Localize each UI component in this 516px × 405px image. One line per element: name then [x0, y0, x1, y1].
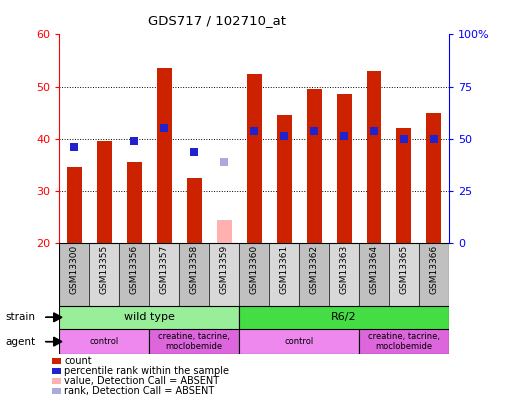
Text: creatine, tacrine,
moclobemide: creatine, tacrine, moclobemide	[368, 332, 440, 351]
Bar	[239, 306, 449, 329]
Text: control: control	[90, 337, 119, 346]
Text: percentile rank within the sample: percentile rank within the sample	[64, 366, 230, 376]
Bar	[307, 89, 321, 243]
Text: value, Detection Call = ABSENT: value, Detection Call = ABSENT	[64, 376, 220, 386]
Bar	[187, 178, 202, 243]
Bar	[59, 329, 149, 354]
Text: GSM13363: GSM13363	[340, 245, 348, 294]
Text: GSM13300: GSM13300	[70, 245, 79, 294]
Point	[130, 138, 138, 145]
Bar	[396, 128, 411, 243]
Text: GSM13361: GSM13361	[280, 245, 288, 294]
Bar	[239, 243, 269, 306]
Text: GSM13359: GSM13359	[220, 245, 229, 294]
Point	[190, 149, 198, 155]
Point	[70, 143, 78, 150]
Bar	[239, 329, 359, 354]
Bar	[389, 243, 419, 306]
Bar	[59, 306, 239, 329]
Bar	[149, 329, 239, 354]
Bar	[277, 115, 292, 243]
Point	[250, 128, 259, 134]
Text: count: count	[64, 356, 92, 366]
Bar	[157, 68, 172, 243]
Text: GSM13358: GSM13358	[190, 245, 199, 294]
Point	[280, 133, 288, 139]
Text: GSM13362: GSM13362	[310, 245, 318, 294]
Point	[340, 133, 348, 139]
Text: wild type: wild type	[124, 312, 175, 322]
Bar	[127, 162, 142, 243]
Bar	[209, 243, 239, 306]
Bar	[89, 243, 119, 306]
Bar	[179, 243, 209, 306]
Bar	[329, 243, 359, 306]
Bar	[97, 141, 112, 243]
Bar	[247, 74, 262, 243]
Text: GSM13366: GSM13366	[429, 245, 439, 294]
Point	[430, 135, 438, 142]
Bar	[119, 243, 149, 306]
Text: strain: strain	[5, 312, 35, 322]
Text: GDS717 / 102710_at: GDS717 / 102710_at	[148, 14, 286, 27]
Point	[160, 125, 168, 132]
Bar	[336, 94, 351, 243]
Bar	[149, 243, 179, 306]
Point	[310, 128, 318, 134]
Bar	[359, 329, 449, 354]
Text: creatine, tacrine,
moclobemide: creatine, tacrine, moclobemide	[158, 332, 230, 351]
Text: R6/2: R6/2	[331, 312, 357, 322]
Bar	[426, 113, 441, 243]
Text: GSM13356: GSM13356	[130, 245, 139, 294]
Bar	[59, 243, 89, 306]
Bar	[217, 220, 232, 243]
Bar	[359, 243, 389, 306]
Bar	[419, 243, 449, 306]
Text: agent: agent	[5, 337, 35, 347]
Text: GSM13355: GSM13355	[100, 245, 109, 294]
Text: GSM13360: GSM13360	[250, 245, 259, 294]
Text: GSM13364: GSM13364	[369, 245, 379, 294]
Point	[370, 128, 378, 134]
Bar	[366, 71, 381, 243]
Bar	[67, 167, 82, 243]
Bar	[269, 243, 299, 306]
Text: GSM13357: GSM13357	[160, 245, 169, 294]
Text: control: control	[284, 337, 314, 346]
Point	[220, 159, 228, 165]
Bar	[299, 243, 329, 306]
Text: GSM13365: GSM13365	[399, 245, 409, 294]
Text: rank, Detection Call = ABSENT: rank, Detection Call = ABSENT	[64, 386, 215, 396]
Point	[400, 135, 408, 142]
